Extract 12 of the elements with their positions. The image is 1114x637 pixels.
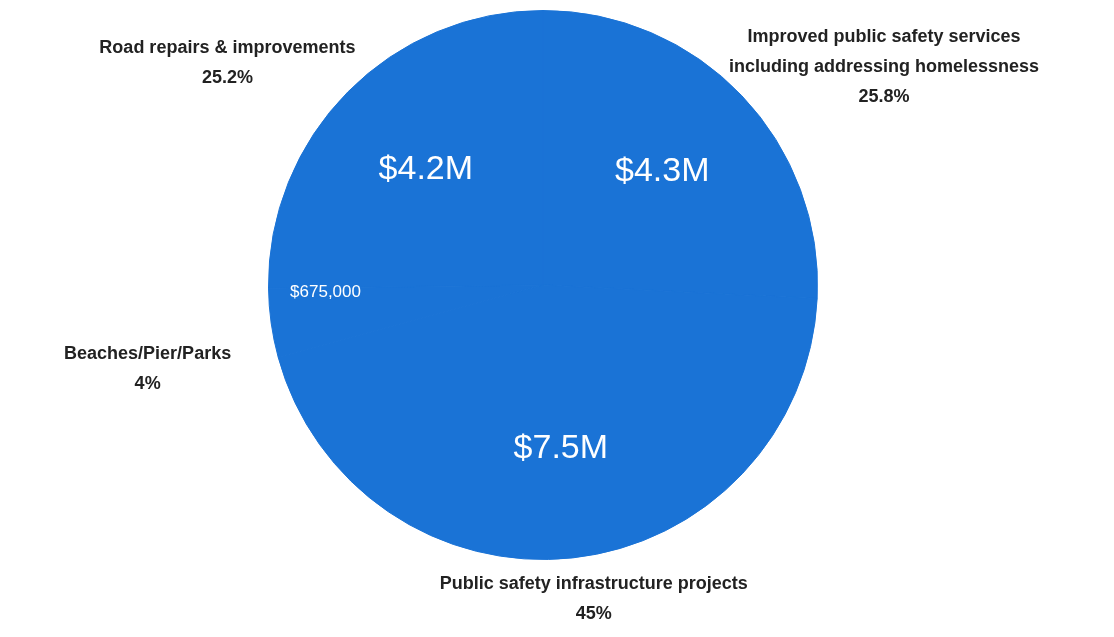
text: 45% [575,602,612,623]
data-label: $4.3M [615,149,710,188]
data-label: $4.2M [378,147,474,186]
text: 25.8% [858,86,910,107]
slice-label: Improved public safety services including addressing homelessness [728,26,1040,77]
data-label: $675,000 [290,282,361,302]
text: 25.2% [201,67,253,88]
slice-label: Road repairs & improvements [99,37,356,58]
slice-label: Beaches/Pier/Parks [64,342,232,363]
data-label: $7.5M [513,427,609,466]
text: 4% [134,372,161,393]
slice-label: Public safety infrastructure projects [439,572,748,593]
